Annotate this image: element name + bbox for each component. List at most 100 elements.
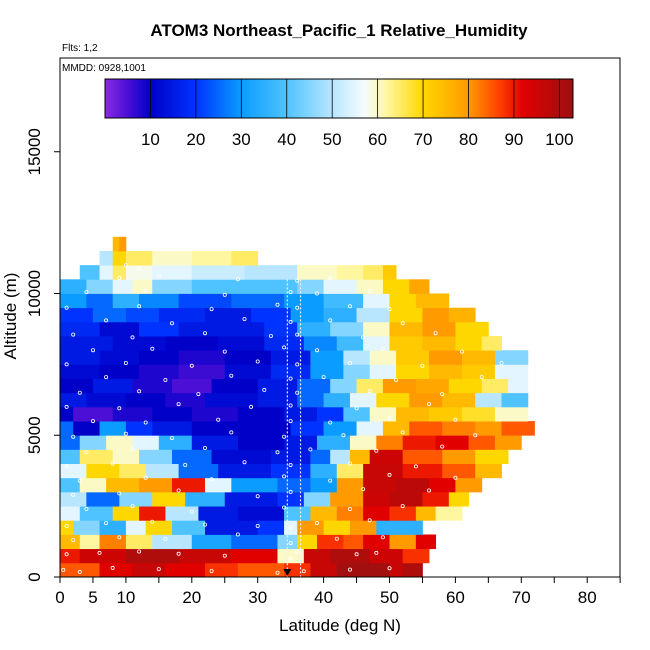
sample-point: [84, 506, 89, 511]
heat-cell: [455, 336, 483, 351]
sample-point: [275, 570, 280, 575]
heat-cell: [73, 520, 100, 535]
heat-cell: [323, 293, 364, 309]
heat-cell: [125, 520, 147, 535]
sample-point: [189, 363, 194, 368]
sample-point: [202, 331, 207, 336]
sample-point: [367, 518, 372, 523]
heat-cell: [178, 350, 226, 365]
heat-cell: [330, 491, 364, 507]
heat-cell: [415, 534, 437, 550]
colorbar-tick-label: 60: [368, 130, 387, 149]
heat-cell: [60, 491, 87, 507]
sample-point: [209, 477, 214, 482]
sample-point: [169, 321, 174, 326]
heat-cell: [336, 477, 364, 493]
heat-cell: [86, 491, 120, 507]
heat-cell: [60, 336, 114, 351]
heat-cell: [139, 293, 180, 309]
sample-point: [143, 420, 148, 425]
sample-point: [268, 333, 273, 338]
heat-cell: [409, 421, 443, 436]
sample-point: [288, 290, 293, 295]
sample-point: [394, 377, 399, 382]
sample-point: [117, 406, 122, 411]
sample-point: [176, 488, 181, 493]
sample-point: [209, 307, 214, 312]
sample-point: [189, 509, 194, 514]
heat-cell: [264, 336, 305, 351]
sample-point: [110, 565, 115, 570]
sample-point: [288, 462, 293, 467]
heat-cell: [152, 406, 193, 422]
sample-point: [229, 373, 234, 378]
heat-cell: [178, 321, 226, 337]
sample-point: [123, 360, 128, 365]
sample-point: [130, 335, 135, 340]
heat-cell: [139, 477, 173, 493]
sample-point: [150, 346, 155, 351]
heat-cell: [310, 477, 338, 493]
sample-point: [202, 445, 207, 450]
heat-cell: [60, 293, 87, 309]
heat-cell: [402, 463, 443, 479]
heat-cell: [132, 378, 173, 394]
heat-cell: [99, 250, 114, 266]
heat-cell: [191, 250, 232, 266]
sample-point: [426, 488, 431, 493]
heat-cell: [198, 506, 239, 521]
x-tick-label: 50: [380, 588, 399, 607]
colorbar-tick-label: 30: [232, 130, 251, 149]
heatmap-cells: [60, 236, 535, 577]
sample-point: [143, 475, 148, 480]
sample-point: [295, 332, 300, 337]
heat-cell: [218, 336, 265, 351]
heat-cell: [303, 336, 338, 351]
heat-cell: [429, 406, 463, 422]
sample-point: [314, 521, 319, 526]
heat-cell: [363, 321, 390, 337]
heat-cell: [461, 364, 496, 379]
heat-cell: [60, 406, 74, 422]
sample-point: [440, 444, 445, 449]
colorbar-gradient: [104, 78, 574, 119]
heat-cell: [132, 562, 166, 577]
sample-point: [91, 419, 96, 424]
sample-point: [77, 569, 82, 574]
heat-cell: [60, 463, 87, 479]
sample-point: [64, 404, 69, 409]
x-axis-title: Latitude (deg N): [279, 616, 401, 635]
sample-point: [209, 569, 214, 574]
heat-cell: [389, 534, 417, 550]
profile-arrow: [283, 569, 292, 576]
heat-cell: [349, 449, 371, 465]
heat-cell: [139, 350, 180, 365]
heat-cell: [369, 350, 397, 365]
heat-cell: [152, 265, 193, 280]
sample-point: [400, 430, 405, 435]
heat-cell: [494, 364, 529, 379]
sample-point: [374, 448, 379, 453]
colorbar-tick-label: 90: [504, 130, 523, 149]
heat-cell: [310, 562, 338, 577]
heat-cell: [363, 463, 404, 479]
sample-point: [288, 419, 293, 424]
heat-cell: [356, 421, 384, 436]
heat-cell: [191, 534, 232, 550]
heat-cell: [409, 392, 443, 408]
heat-cell: [79, 265, 100, 280]
heat-cell: [152, 421, 193, 436]
sample-point: [341, 433, 346, 438]
x-tick-label: 20: [182, 588, 201, 607]
sample-point: [367, 389, 372, 394]
heat-cell: [501, 421, 535, 436]
heat-cell: [60, 477, 81, 493]
sample-point: [64, 305, 69, 310]
colorbar-tick-label: 100: [545, 130, 573, 149]
x-tick-label: 60: [446, 588, 465, 607]
heat-cell: [106, 435, 133, 450]
heat-cell: [461, 406, 496, 422]
x-tick-label: 30: [248, 588, 267, 607]
sample-point: [347, 461, 352, 466]
